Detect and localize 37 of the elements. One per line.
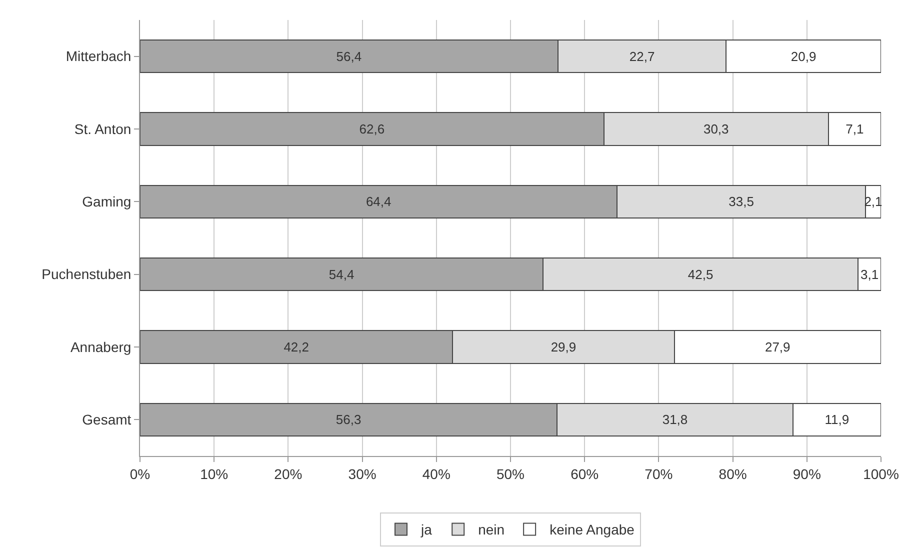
data-label: 54,4 [328,266,354,282]
data-label: 20,9 [790,48,816,64]
x-tick-label: 80% [718,466,747,482]
data-label: 56,4 [336,48,362,64]
data-label: 31,8 [662,412,688,428]
x-tick-label: 70% [644,466,673,482]
x-tick-label: 20% [274,466,302,482]
x-tick-label: 60% [570,466,599,482]
data-label: 22,7 [629,48,655,64]
x-tick-label: 40% [422,466,450,482]
data-label: 42,2 [284,340,310,354]
x-tick-label: 0% [130,466,150,482]
x-tick-label: 30% [348,466,376,482]
y-tick-label: St. Anton [74,120,132,137]
data-label: 33,5 [728,194,754,210]
x-tick-label: 100% [863,466,899,482]
y-tick-label: Gesamt [82,412,132,428]
x-tick-label: 10% [200,466,228,482]
legend-label: keine Angabe [550,522,635,538]
data-label: 62,6 [359,122,385,136]
data-label: 7,1 [846,122,864,136]
y-tick-label: Annaberg [70,338,132,355]
x-tick-label: 50% [496,466,525,482]
data-label: 11,9 [824,412,850,428]
x-tick-label: 90% [792,466,821,482]
y-tick-label: Mitterbach [66,48,132,64]
data-label: 29,9 [550,340,576,354]
legend-label: nein [478,522,505,538]
data-label: 3,1 [860,266,879,282]
y-tick-label: Gaming [82,194,132,210]
data-label: 64,4 [366,194,392,210]
legend-label: ja [420,522,432,538]
data-label: 27,9 [764,340,790,354]
data-label: 56,3 [336,412,362,428]
y-tick-label: Puchenstuben [42,266,132,282]
data-label: 42,5 [688,266,714,282]
data-label: 30,3 [703,122,729,136]
